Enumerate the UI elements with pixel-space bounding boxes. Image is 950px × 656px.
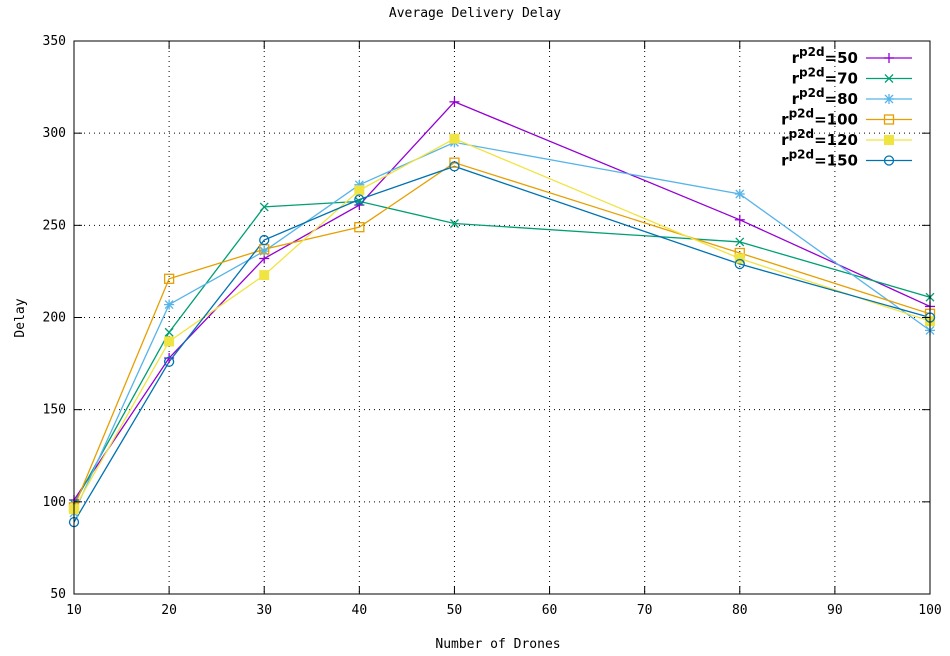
legend-entry-3: rp2d=100 (781, 107, 912, 129)
y-axis-label: Delay (13, 298, 28, 337)
series-line-3 (73, 161, 931, 508)
axis-ticks (73, 40, 931, 595)
series-line-5 (73, 165, 931, 523)
legend-label: rp2d=120 (781, 127, 858, 149)
chart-title: Average Delivery Delay (389, 6, 561, 21)
series-line-2 (73, 141, 931, 514)
data-point (734, 214, 745, 225)
y-tick-label: 100 (43, 495, 66, 510)
legend-label-sub: p2d (789, 127, 815, 141)
data-point (163, 273, 175, 284)
legend-entry-5: rp2d=150 (781, 148, 912, 170)
legend-label-name: r (781, 131, 789, 149)
legend-label: rp2d=80 (792, 86, 858, 108)
data-point (734, 253, 745, 264)
y-tick-label: 250 (43, 218, 66, 233)
legend-label-name: r (781, 152, 789, 170)
series-lines (73, 101, 931, 523)
data-point (734, 188, 745, 199)
legend-label-sub: p2d (789, 107, 815, 121)
x-tick-label: 100 (918, 603, 941, 618)
y-tick-label: 300 (43, 126, 66, 141)
y-tick-label: 50 (50, 587, 66, 602)
x-tick-label: 10 (66, 603, 82, 618)
data-point (259, 246, 270, 257)
legend-label-sub: p2d (789, 148, 815, 162)
series-line-1 (73, 200, 931, 504)
legend: rp2d=50rp2d=70rp2d=80rp2d=100rp2d=120rp2… (781, 45, 912, 170)
legend-label-sub: p2d (799, 66, 825, 80)
legend-swatch-marker (884, 74, 894, 83)
x-tick-label: 80 (732, 603, 748, 618)
legend-label-value: =50 (825, 49, 858, 67)
legend-swatch-marker (884, 53, 894, 63)
legend-entry-4: rp2d=120 (781, 127, 912, 149)
x-tick-label: 90 (827, 603, 843, 618)
y-tick-label: 200 (43, 311, 66, 326)
legend-entry-0: rp2d=50 (792, 45, 912, 67)
data-point (735, 237, 745, 247)
x-tick-label: 20 (161, 603, 177, 618)
data-point (354, 194, 365, 205)
data-point (354, 222, 365, 233)
y-tick-label: 350 (43, 34, 66, 49)
legend-entry-2: rp2d=80 (792, 86, 912, 108)
legend-label: rp2d=50 (792, 45, 858, 67)
legend-label-value: =120 (814, 131, 858, 149)
x-axis-label: Number of Drones (435, 637, 560, 652)
legend-label-name: r (781, 111, 789, 129)
data-point (734, 258, 745, 270)
legend-label-value: =150 (814, 152, 858, 170)
data-point (259, 202, 269, 212)
data-point (354, 185, 365, 196)
legend-label-value: =70 (825, 70, 858, 88)
y-tick-label: 150 (43, 403, 66, 418)
series-line-0 (73, 101, 931, 501)
legend-label-value: =80 (825, 90, 858, 108)
legend-label-sub: p2d (799, 86, 825, 100)
legend-swatch-marker (883, 155, 895, 166)
x-tick-label: 60 (542, 603, 558, 618)
data-point (449, 161, 460, 172)
legend-swatch-marker (884, 135, 894, 145)
data-point (259, 270, 270, 281)
x-tick-label: 50 (447, 603, 463, 618)
legend-label-name: r (792, 90, 800, 108)
data-point (449, 133, 460, 144)
legend-label: rp2d=70 (792, 66, 858, 88)
data-point (259, 234, 270, 246)
legend-swatch-marker (883, 114, 895, 125)
legend-label-name: r (792, 70, 800, 88)
legend-label-name: r (792, 49, 800, 67)
legend-label-value: =100 (814, 111, 858, 129)
data-point (449, 219, 459, 228)
data-point (449, 157, 460, 168)
data-point (449, 96, 460, 107)
x-tick-label: 70 (637, 603, 653, 618)
data-point (164, 299, 175, 310)
x-tick-label: 30 (256, 603, 272, 618)
data-point (164, 327, 174, 337)
legend-entry-1: rp2d=70 (792, 66, 912, 88)
legend-label: rp2d=100 (781, 107, 858, 129)
legend-swatch-marker (884, 94, 894, 104)
tick-labels: 50 100 150 200 250 300 350 10 20 30 40 50 60 70 80 90 10… (43, 34, 942, 618)
grid (74, 41, 930, 594)
legend-label-sub: p2d (799, 45, 825, 59)
data-point (164, 336, 175, 347)
data-point (354, 196, 364, 206)
data-point (163, 356, 175, 367)
legend-label: rp2d=150 (781, 148, 858, 170)
x-tick-label: 40 (352, 603, 368, 618)
